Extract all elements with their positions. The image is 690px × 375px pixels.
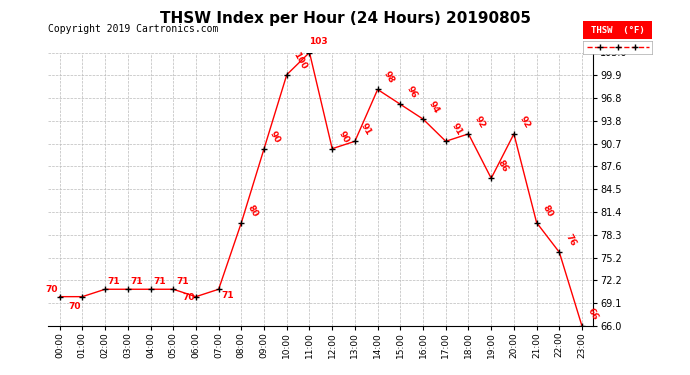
Text: THSW  (°F): THSW (°F) <box>591 26 644 35</box>
Text: 70: 70 <box>182 293 195 302</box>
Text: 92: 92 <box>518 114 532 130</box>
Text: 71: 71 <box>130 278 144 286</box>
Text: 80: 80 <box>541 203 555 219</box>
Text: 80: 80 <box>246 203 259 219</box>
Text: 103: 103 <box>310 36 328 45</box>
Text: 100: 100 <box>291 50 308 70</box>
Text: 70: 70 <box>68 302 81 310</box>
Text: 90: 90 <box>268 129 282 144</box>
Text: 66: 66 <box>586 307 600 322</box>
Text: 94: 94 <box>427 99 442 115</box>
Text: 96: 96 <box>404 85 419 100</box>
Text: 92: 92 <box>473 114 486 130</box>
Text: 98: 98 <box>382 70 396 86</box>
Text: THSW Index per Hour (24 Hours) 20190805: THSW Index per Hour (24 Hours) 20190805 <box>159 11 531 26</box>
Text: 70: 70 <box>46 285 58 294</box>
Text: 76: 76 <box>564 232 578 248</box>
Text: 91: 91 <box>450 122 464 137</box>
Text: 91: 91 <box>359 122 373 137</box>
Text: 90: 90 <box>336 129 351 144</box>
Text: Copyright 2019 Cartronics.com: Copyright 2019 Cartronics.com <box>48 24 219 34</box>
Text: 71: 71 <box>108 278 121 286</box>
Text: 71: 71 <box>176 278 188 286</box>
Text: 86: 86 <box>495 159 509 174</box>
Text: 71: 71 <box>153 278 166 286</box>
Text: 71: 71 <box>221 291 234 300</box>
